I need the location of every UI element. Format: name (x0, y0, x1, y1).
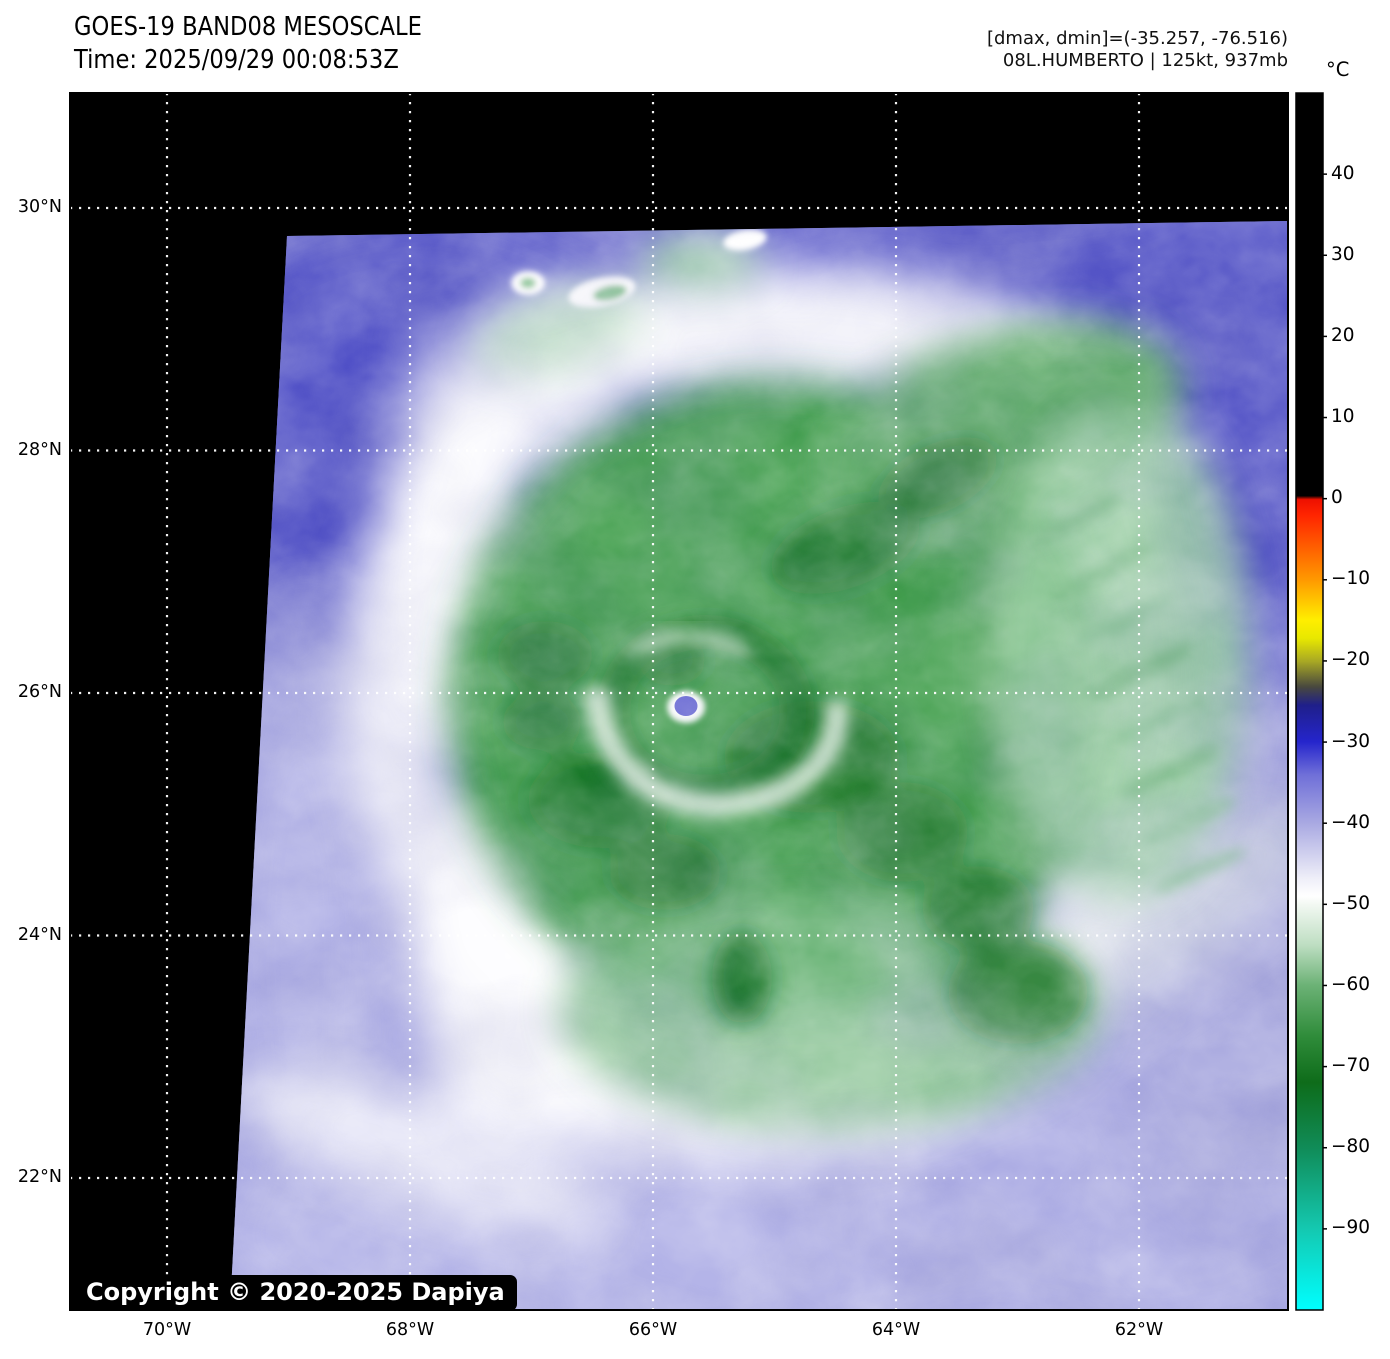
colorbar (1295, 92, 1327, 1311)
colorbar-tick-label: 0 (1331, 487, 1343, 509)
colorbar-tick-label: −60 (1331, 973, 1371, 995)
colorbar-tick-label: −40 (1331, 811, 1371, 833)
copyright-badge: Copyright © 2020-2025 Dapiya (74, 1275, 517, 1311)
colorbar-tick-label: −80 (1331, 1136, 1371, 1158)
lat-tick-label: 26°N (17, 682, 62, 702)
figure-timestamp: Time: 2025/09/29 00:08:53Z (74, 45, 399, 75)
colorbar-unit-label: °C (1326, 58, 1350, 81)
lon-tick-label: 68°W (385, 1320, 435, 1340)
colorbar-tick-label: −90 (1331, 1217, 1371, 1239)
colorbar-tick-label: −50 (1331, 892, 1371, 914)
colorbar-tick-label: −10 (1331, 568, 1371, 590)
lon-tick-label: 64°W (871, 1320, 921, 1340)
colorbar-tick-label: 30 (1331, 243, 1355, 265)
map-plot-area (70, 93, 1288, 1310)
colorbar-tick-label: −70 (1331, 1055, 1371, 1077)
colorbar-tick-label: −20 (1331, 649, 1371, 671)
colorbar-tick-label: 40 (1331, 162, 1355, 184)
lat-tick-label: 30°N (17, 197, 62, 217)
figure-title: GOES-19 BAND08 MESOSCALE (74, 12, 422, 42)
colorbar-tick-label: 10 (1331, 406, 1355, 428)
colorbar-tick-marks (1323, 173, 1327, 1230)
lat-tick-label: 24°N (17, 924, 62, 945)
lon-tick-label: 66°W (628, 1320, 678, 1340)
storm-intensity-readout: 08L.HUMBERTO | 125kt, 937mb (1002, 50, 1288, 71)
lon-tick-label: 70°W (142, 1320, 192, 1340)
lat-tick-label: 22°N (17, 1167, 62, 1187)
lat-tick-label: 28°N (17, 439, 62, 460)
dmax-dmin-readout: [dmax, dmin]=(-35.257, -76.516) (986, 28, 1288, 49)
cloud-shadow-texture (230, 221, 1288, 1310)
lon-tick-label: 62°W (1114, 1320, 1164, 1340)
colorbar-tick-label: 20 (1331, 324, 1355, 346)
colorbar-tick-label: −30 (1331, 730, 1371, 752)
storm-info-block: [dmax, dmin]=(-35.257, -76.516) 08L.HUMB… (987, 28, 1288, 72)
plot-frame (69, 92, 1289, 1311)
colorbar-gradient-bar (1295, 92, 1324, 1311)
title-block: GOES-19 BAND08 MESOSCALE Time: 2025/09/2… (74, 11, 422, 77)
